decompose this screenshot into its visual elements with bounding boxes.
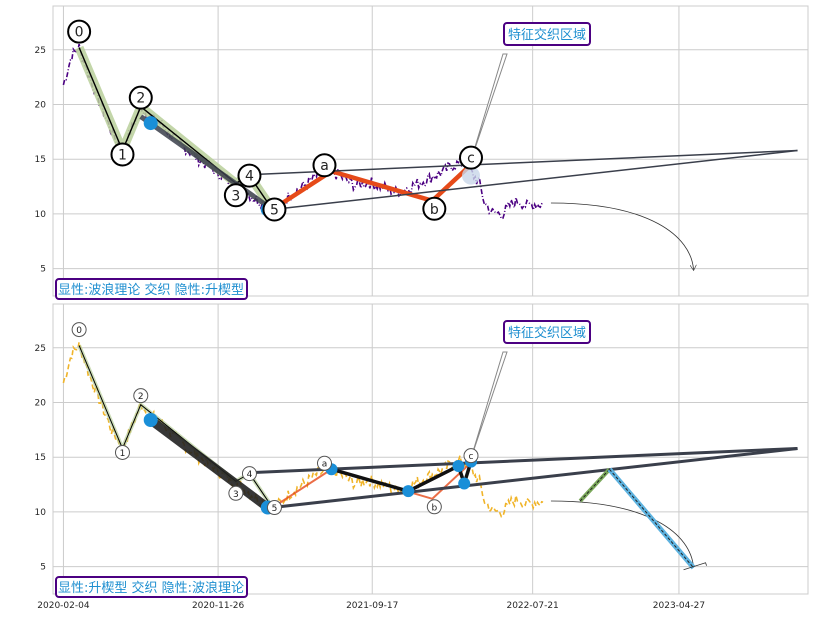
wave-label-circle bbox=[228, 485, 244, 501]
wave-label-c: c bbox=[469, 452, 474, 462]
x-tick-label: 2023-04-27 bbox=[653, 601, 705, 611]
wave-label-1: 1 bbox=[120, 449, 126, 459]
wave-label-circle bbox=[133, 388, 149, 404]
wave-node bbox=[452, 459, 465, 472]
y-tick-label: 20 bbox=[35, 398, 47, 408]
wave-label-4: 4 bbox=[245, 169, 254, 185]
wave-label-circle bbox=[241, 466, 257, 482]
wave-label-2: 2 bbox=[136, 91, 145, 107]
top-plot-area bbox=[52, 5, 809, 297]
x-tick-label: 2022-07-21 bbox=[506, 601, 558, 611]
wave-label-0: 0 bbox=[75, 25, 84, 41]
wave-label-circle bbox=[71, 322, 87, 338]
x-tick-label: 2021-09-17 bbox=[346, 601, 398, 611]
wave-label-b: b bbox=[430, 202, 439, 218]
wave-label-circle bbox=[316, 455, 332, 471]
corrective-wave-abc bbox=[271, 163, 473, 212]
y-tick-label: 20 bbox=[35, 100, 47, 110]
wave-label-5: 5 bbox=[272, 504, 278, 514]
y-tick-label: 15 bbox=[35, 155, 46, 165]
target-up-leg-dash bbox=[579, 468, 610, 502]
bottom-grid bbox=[53, 304, 808, 594]
top-grid bbox=[53, 6, 808, 296]
wedge-upper-line bbox=[253, 446, 798, 475]
top-wave-labels: 0 1 2 34 5 a b c bbox=[67, 19, 483, 222]
callout-pointer bbox=[470, 351, 508, 459]
wave-label-a: a bbox=[320, 158, 329, 174]
bottom-price-series bbox=[62, 341, 544, 518]
wave-label-2: 2 bbox=[138, 392, 144, 402]
top-y-ticks: 5 10 15 20 25 bbox=[35, 46, 47, 275]
wedge-upper-line bbox=[253, 149, 798, 176]
price-line bbox=[62, 341, 544, 518]
x-tick-label: 2020-11-26 bbox=[192, 601, 245, 611]
wave-label-circle bbox=[266, 500, 282, 516]
wave-3-thick bbox=[139, 114, 274, 212]
wedge-lower-line bbox=[272, 149, 798, 211]
wave-label-1: 1 bbox=[118, 147, 127, 163]
bottom-feature-box-text: 特征交织区域 bbox=[508, 325, 586, 341]
wave-label-circle bbox=[262, 197, 287, 222]
target-down-leg-dash bbox=[609, 468, 694, 569]
wave-label-circle bbox=[237, 163, 262, 188]
y-tick-label: 10 bbox=[35, 210, 47, 220]
wave-label-c: c bbox=[467, 151, 475, 167]
wave-label-4: 4 bbox=[247, 470, 253, 480]
bottom-panel: 5 10 15 20 25 0 1 2 34 5 a b c 特征交织区域 显性:升楔型 交织 隐性:… bbox=[35, 303, 809, 598]
y-tick-label: 5 bbox=[40, 563, 46, 573]
y-tick-label: 25 bbox=[35, 46, 46, 56]
wave-label-circle bbox=[110, 142, 135, 167]
projection-arrow bbox=[550, 202, 694, 270]
y-tick-label: 10 bbox=[35, 508, 47, 518]
callout-pointer bbox=[470, 53, 508, 161]
wave-label-3: 3 bbox=[233, 490, 239, 500]
target-marker bbox=[683, 562, 707, 571]
wave-label-circle bbox=[128, 85, 153, 110]
wave-node-faint bbox=[461, 166, 480, 185]
wave-label-circle bbox=[463, 448, 479, 464]
wave-label-circle bbox=[458, 145, 483, 170]
bottom-wave-labels: 0 1 2 34 5 a b c bbox=[71, 322, 479, 516]
wave-node bbox=[143, 116, 158, 131]
top-feature-box-text: 特征交织区域 bbox=[508, 27, 586, 43]
wave-label-3: 3 bbox=[231, 188, 240, 204]
wave-label-5: 5 bbox=[270, 203, 279, 219]
y-tick-label: 25 bbox=[35, 344, 46, 354]
wave-label-0: 0 bbox=[76, 326, 82, 336]
bottom-overlay bbox=[77, 344, 798, 571]
wave-node bbox=[458, 477, 471, 490]
wave-label-circle bbox=[312, 153, 337, 178]
wave-label-circle bbox=[422, 196, 447, 221]
x-axis-ticks: 2020-02-04 2020-11-26 2021-09-17 2022-07-21… bbox=[37, 601, 705, 611]
x-tick-label: 2020-02-04 bbox=[37, 601, 90, 611]
y-tick-label: 15 bbox=[35, 453, 46, 463]
top-legend-box-text: 显性:波浪理论 交织 隐性:升楔型 bbox=[58, 282, 244, 298]
wave-label-circle bbox=[223, 183, 248, 208]
wave-3-thick bbox=[148, 416, 271, 512]
wave-label-a: a bbox=[322, 460, 328, 470]
bottom-y-ticks: 5 10 15 20 25 bbox=[35, 344, 47, 573]
wave-label-b: b bbox=[431, 503, 437, 513]
wave-label-circle bbox=[67, 19, 92, 44]
top-feature-box: 特征交织区域 bbox=[503, 22, 591, 46]
wave-node bbox=[143, 413, 158, 427]
top-panel: 5 10 15 20 25 0 1 2 34 5 a b c 特征交织区域 显性:波浪理论 交织 隐性… bbox=[35, 5, 809, 300]
wedge-lower-line bbox=[272, 446, 798, 510]
top-legend-box: 显性:波浪理论 交织 隐性:升楔型 bbox=[55, 278, 248, 300]
bottom-legend-box: 显性:升楔型 交织 隐性:波浪理论 bbox=[55, 576, 248, 598]
wave-label-circle bbox=[426, 499, 442, 515]
bottom-feature-box: 特征交织区域 bbox=[503, 320, 591, 344]
wave-node bbox=[402, 485, 415, 498]
y-tick-label: 5 bbox=[40, 265, 46, 275]
projection-arrow bbox=[550, 500, 694, 568]
bottom-legend-box-text: 显性:升楔型 交织 隐性:波浪理论 bbox=[58, 580, 244, 596]
bottom-plot-area bbox=[52, 303, 809, 595]
wave-label-circle bbox=[114, 444, 130, 460]
